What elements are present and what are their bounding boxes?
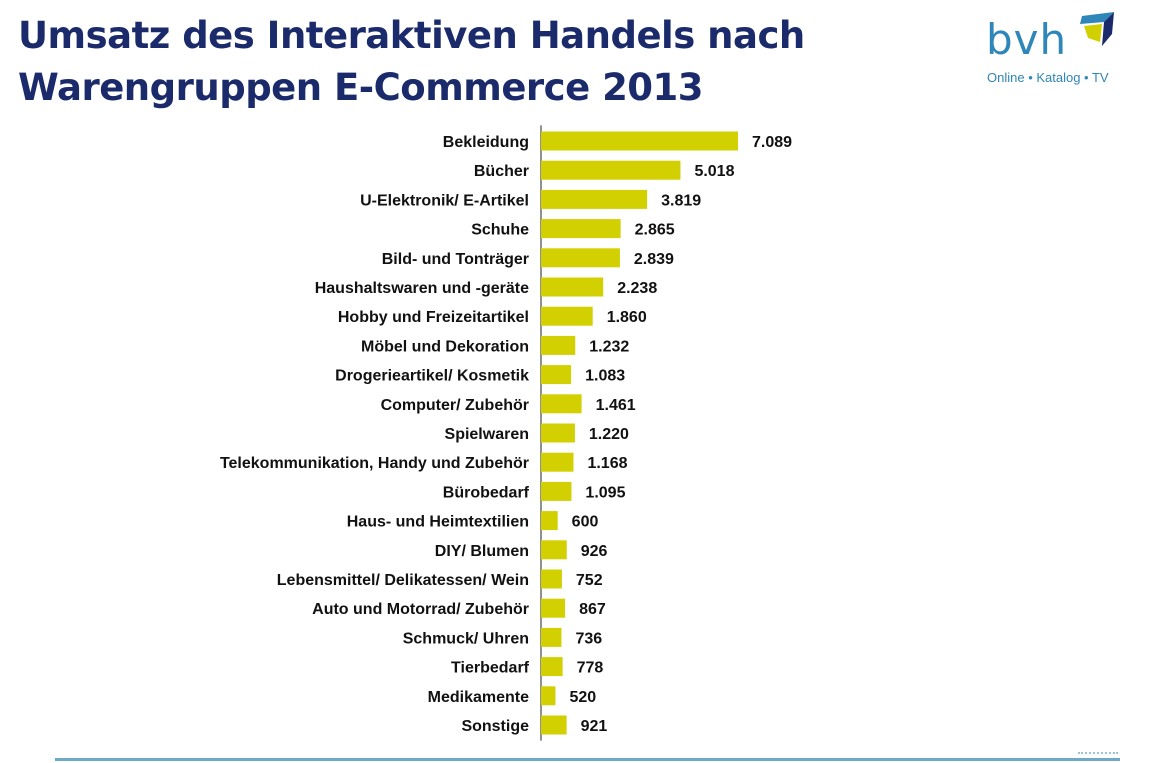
value-label: 1.220 [589, 426, 629, 443]
category-label: Haushaltswaren und -geräte [315, 280, 529, 297]
bvh-logo: bvh Online • Katalog • TV [982, 8, 1122, 88]
value-label: 2.865 [635, 222, 675, 239]
category-label: Haus- und Heimtextilien [347, 514, 529, 531]
title-line-1: Umsatz des Interaktiven Handels nach [18, 14, 805, 57]
bar [541, 686, 556, 706]
category-label: Lebensmittel/ Delikatessen/ Wein [277, 572, 529, 589]
value-label: 736 [575, 630, 602, 647]
category-label: Hobby und Freizeitartikel [338, 309, 529, 326]
category-label: Schuhe [471, 222, 529, 239]
value-label: 926 [581, 543, 608, 560]
bar [541, 657, 563, 677]
bar [541, 394, 582, 414]
bar [541, 540, 567, 560]
value-label: 1.083 [585, 368, 625, 385]
category-label: Sonstige [461, 718, 529, 735]
footer-dots [1078, 752, 1118, 756]
bar [541, 189, 648, 209]
category-label: Drogerieartikel/ Kosmetik [335, 368, 529, 385]
bar [541, 511, 558, 531]
bar [541, 365, 572, 385]
bar [541, 335, 576, 355]
value-label: 867 [579, 601, 606, 618]
value-label: 7.089 [752, 134, 792, 151]
bar [541, 715, 567, 735]
logo-tagline: Online • Katalog • TV [987, 70, 1109, 85]
category-label: Bekleidung [443, 134, 529, 151]
bar [541, 131, 738, 151]
value-label: 2.839 [634, 251, 674, 268]
bar [541, 452, 574, 472]
value-label: 778 [577, 660, 604, 677]
category-label: Bücher [474, 163, 529, 180]
bar [541, 277, 604, 297]
bar [541, 423, 575, 443]
cube-icon [1080, 12, 1114, 46]
bar [541, 219, 621, 239]
value-label: 520 [569, 689, 596, 706]
value-label: 921 [581, 718, 608, 735]
category-label: Auto und Motorrad/ Zubehör [312, 601, 529, 618]
category-label: Spielwaren [445, 426, 529, 443]
value-label: 1.168 [587, 455, 627, 472]
page-title: Umsatz des Interaktiven Handels nach War… [18, 10, 805, 114]
category-label: Tierbedarf [451, 660, 530, 677]
bar [541, 627, 562, 647]
category-label: Schmuck/ Uhren [403, 630, 529, 647]
bar [541, 160, 681, 180]
value-label: 1.461 [596, 397, 636, 414]
value-label: 5.018 [694, 163, 734, 180]
category-label: Computer/ Zubehör [381, 397, 529, 414]
footer-divider [55, 758, 1120, 761]
bar [541, 598, 566, 618]
value-label: 1.232 [589, 338, 629, 355]
title-line-2: Warengruppen E-Commerce 2013 [18, 66, 704, 109]
value-label: 600 [572, 514, 599, 531]
logo-wordmark: bvh [986, 15, 1068, 64]
category-label: U-Elektronik/ E-Artikel [360, 192, 529, 209]
category-label: Bürobedarf [443, 484, 530, 501]
value-label: 1.860 [607, 309, 647, 326]
value-label: 1.095 [585, 484, 625, 501]
category-label: Medikamente [428, 689, 529, 706]
bar [541, 481, 572, 501]
category-label: Bild- und Tonträger [382, 251, 529, 268]
value-label: 752 [576, 572, 603, 589]
value-label: 2.238 [617, 280, 657, 297]
category-label: DIY/ Blumen [435, 543, 529, 560]
category-label: Möbel und Dekoration [361, 338, 529, 355]
bar [541, 248, 620, 268]
value-label: 3.819 [661, 192, 701, 209]
category-label: Telekommunikation, Handy und Zubehör [220, 455, 529, 472]
bar [541, 569, 562, 589]
bar [541, 306, 593, 326]
